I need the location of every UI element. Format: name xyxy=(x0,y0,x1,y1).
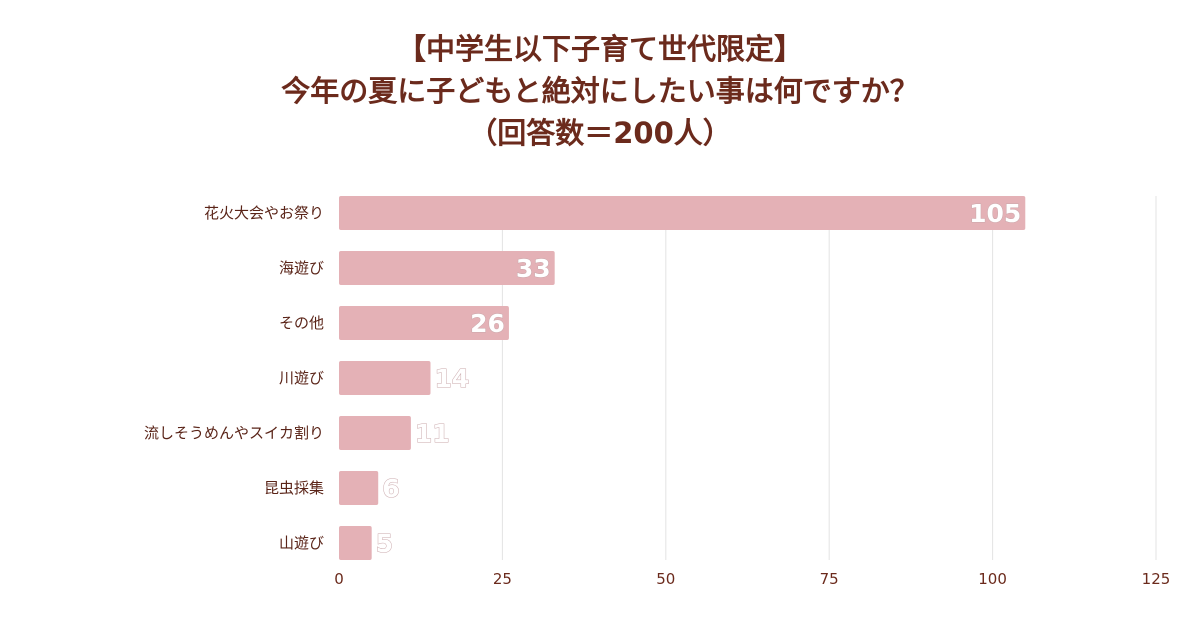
chart-title: 【中学生以下子育て世代限定】 今年の夏に子どもと絶対にしたい事は何ですか？ （回… xyxy=(0,28,1200,154)
category-label: その他 xyxy=(279,314,324,332)
x-tick-label: 0 xyxy=(334,570,344,588)
x-tick-label: 75 xyxy=(820,570,839,588)
bars xyxy=(339,196,1026,560)
bar xyxy=(339,526,372,560)
title-line-2: 今年の夏に子どもと絶対にしたい事は何ですか？ xyxy=(281,74,919,108)
category-label: 海遊び xyxy=(279,259,324,277)
bar xyxy=(339,416,411,450)
category-label: 山遊び xyxy=(279,534,324,552)
x-tick-label: 50 xyxy=(656,570,675,588)
category-label: 昆虫採集 xyxy=(264,479,324,497)
bar xyxy=(339,361,431,395)
title-line-3: （回答数＝200人） xyxy=(468,116,732,150)
value-label: 5 xyxy=(376,529,393,558)
value-label: 26 xyxy=(470,309,505,338)
value-label: 14 xyxy=(435,364,470,393)
title-line-1: 【中学生以下子育て世代限定】 xyxy=(396,32,803,66)
labels: 0 25 50 75 100 125 花火大会やお祭り 105 海遊び 33 その他 26 川遊び 14 流… xyxy=(144,199,1171,589)
value-label: 33 xyxy=(516,254,551,283)
x-tick-label: 125 xyxy=(1142,570,1171,588)
value-label: 11 xyxy=(415,419,450,448)
bar xyxy=(339,251,555,285)
category-label: 流しそうめんやスイカ割り xyxy=(144,424,324,442)
value-label: 105 xyxy=(969,199,1021,228)
x-tick-label: 25 xyxy=(493,570,512,588)
value-label: 6 xyxy=(382,474,399,503)
bar xyxy=(339,471,379,505)
category-label: 花火大会やお祭り xyxy=(204,204,324,222)
x-tick-label: 100 xyxy=(978,570,1007,588)
category-label: 川遊び xyxy=(279,369,324,387)
bar xyxy=(339,306,509,340)
grid-lines xyxy=(501,196,1157,560)
bar xyxy=(339,196,1026,230)
